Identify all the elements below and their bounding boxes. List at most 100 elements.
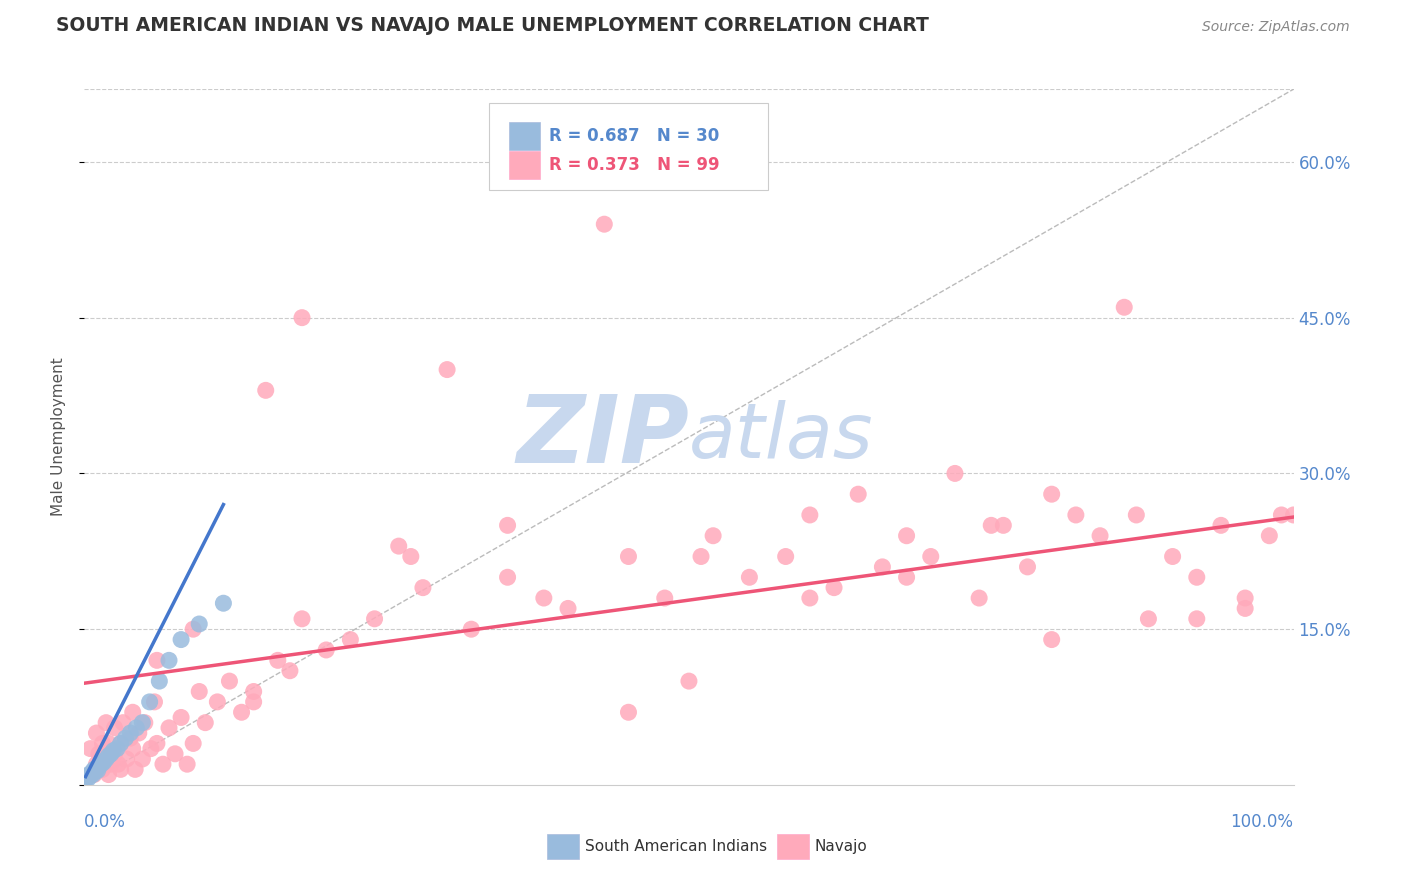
Point [690,549,713,564]
Point [654,591,676,605]
FancyBboxPatch shape [778,834,808,859]
Point [86,757,108,772]
Point [110,736,132,750]
Point [138,695,160,709]
Point [131,715,153,730]
Point [148,674,170,689]
FancyBboxPatch shape [547,834,579,859]
Point [460,622,482,636]
Point [617,706,640,720]
Point [84,764,107,779]
Point [1040,487,1063,501]
Text: Navajo: Navajo [814,839,868,855]
Point [97,767,120,781]
Point [399,549,422,564]
Point [157,653,180,667]
Point [1270,508,1292,522]
Point [702,529,724,543]
Point [1258,529,1281,543]
Point [121,706,143,720]
Point [1282,508,1305,522]
Point [278,664,301,678]
Point [128,726,150,740]
Point [83,763,105,777]
Point [120,731,142,746]
Point [242,695,264,709]
Point [339,632,361,647]
Point [176,757,198,772]
Point [1017,560,1039,574]
Point [93,755,115,769]
Point [188,617,211,632]
FancyBboxPatch shape [489,103,768,190]
Point [799,591,821,605]
Point [97,748,120,763]
Point [100,757,122,772]
Point [775,549,797,564]
Point [114,731,136,746]
Point [77,767,100,781]
Point [100,747,122,761]
Point [87,759,110,773]
Point [104,721,127,735]
Point [1125,508,1147,522]
FancyBboxPatch shape [509,122,540,150]
Point [91,736,114,750]
Point [267,653,290,667]
Point [77,772,100,786]
Point [593,217,616,231]
Point [146,653,169,667]
Point [165,747,187,761]
Point [120,726,142,740]
Point [557,601,579,615]
Point [76,770,98,784]
Point [131,752,153,766]
Point [152,757,174,772]
Point [967,591,990,605]
Point [110,736,132,750]
Point [104,747,127,761]
Point [181,622,204,636]
Point [678,674,700,689]
Point [86,764,108,778]
Point [112,715,135,730]
Point [496,570,519,584]
Point [103,744,125,758]
Point [94,715,117,730]
Point [107,757,129,772]
Point [617,549,640,564]
Text: R = 0.687   N = 30: R = 0.687 N = 30 [548,127,718,145]
Point [315,643,337,657]
Point [943,467,966,481]
Point [738,570,761,584]
FancyBboxPatch shape [509,151,540,179]
Point [1234,591,1257,605]
Point [124,763,146,777]
Point [82,767,104,781]
Point [105,741,128,756]
Point [1040,632,1063,647]
Text: 100.0%: 100.0% [1230,813,1294,830]
Point [181,736,204,750]
Point [533,591,555,605]
Point [157,721,180,735]
Point [1064,508,1087,522]
Point [90,757,112,772]
Point [980,518,1002,533]
Point [83,767,105,781]
Point [231,706,253,720]
Point [212,596,235,610]
Point [920,549,942,564]
Point [207,695,229,709]
Point [94,752,117,766]
Point [143,695,166,709]
Point [125,721,148,735]
Point [1234,601,1257,615]
Point [1185,570,1208,584]
Point [388,539,411,553]
Point [412,581,434,595]
Point [87,747,110,761]
Point [291,310,314,325]
Point [79,769,101,783]
Text: ZIP: ZIP [516,391,689,483]
